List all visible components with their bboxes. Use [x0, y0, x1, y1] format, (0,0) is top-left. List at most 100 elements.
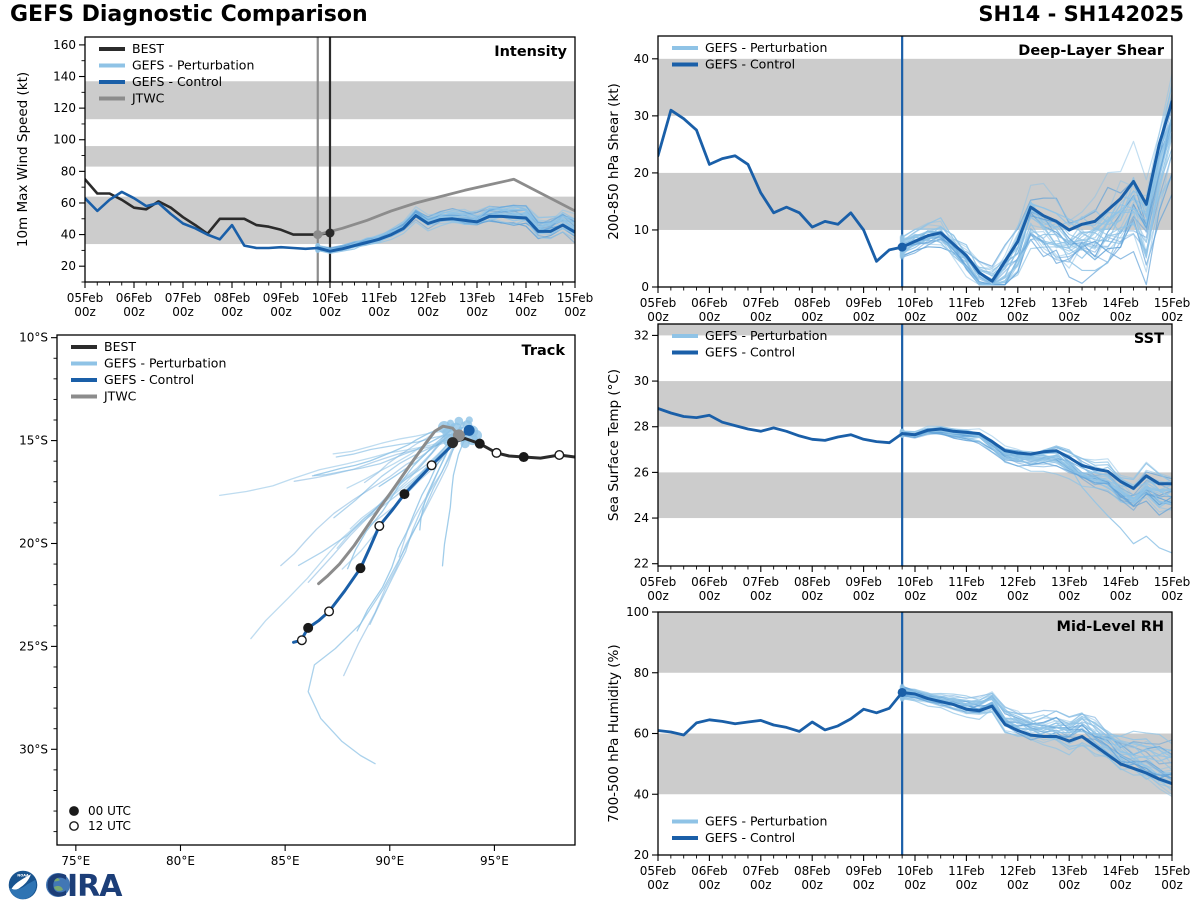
axis-label: Deep-Layer Shear: [1018, 43, 1165, 59]
axis-label: 09Feb: [263, 291, 300, 305]
axis-label: BEST: [132, 41, 164, 56]
control-00utc-marker: [355, 563, 366, 574]
ensemble-member-line: [901, 431, 1172, 516]
axis-label: 06Feb: [691, 864, 728, 878]
control-12utc-marker: [296, 635, 307, 646]
panel-shear: 01020304005Feb00z06Feb00z07Feb00z08Feb00…: [606, 35, 1190, 324]
axis-label: 11Feb: [948, 864, 985, 878]
ensemble-member-line: [317, 207, 575, 253]
track-ensemble-member: [297, 436, 459, 567]
page-title: GEFS Diagnostic Comparison: [10, 2, 368, 27]
axis-label: 00z: [1161, 589, 1183, 603]
control-12utc-marker: [324, 606, 335, 617]
axis-label: 14Feb: [1102, 575, 1139, 589]
control-00utc-marker: [303, 622, 314, 633]
axis-label: 80: [634, 666, 649, 680]
best-end-dot: [447, 437, 459, 449]
marker-dot: [313, 230, 323, 240]
axis-label: 10Feb: [897, 575, 934, 589]
axis-label: 08Feb: [794, 296, 831, 310]
axis-label: 00z: [74, 305, 96, 319]
track-ensemble-member: [219, 438, 451, 497]
axis-label: 13Feb: [1051, 575, 1088, 589]
panel-frame: [56, 334, 576, 846]
intensity-plot-area: [85, 177, 575, 254]
axis-label: 00z: [853, 310, 875, 324]
axis-label: 160: [53, 38, 76, 52]
axis-label: 14Feb: [508, 291, 545, 305]
track-ensemble-member: [333, 438, 450, 519]
axis-label: 24: [634, 511, 649, 525]
track-best-line: [451, 437, 575, 460]
axis-label: 12Feb: [1000, 864, 1037, 878]
axis-label: 13Feb: [1051, 864, 1088, 878]
axis-label: 95°E: [480, 854, 509, 868]
axis-label: 08Feb: [794, 575, 831, 589]
axis-label: 00z: [368, 305, 390, 319]
axis-label: 00z: [647, 589, 669, 603]
track-ensemble-member: [346, 433, 453, 570]
axis-label: 00z: [1110, 310, 1132, 324]
legend-item-gefs-perturbation: GEFS - Perturbation: [672, 40, 827, 55]
axis-label: 30: [634, 109, 649, 123]
axis-label: 85°E: [271, 854, 300, 868]
axis-label: GEFS - Perturbation: [104, 356, 226, 371]
ensemble-start-dot: [899, 235, 905, 241]
axis-label: 00z: [1161, 878, 1183, 892]
axis-label: 12 UTC: [88, 819, 131, 833]
legend-item-best: BEST: [71, 339, 136, 354]
ensemble-member-line: [901, 695, 1172, 776]
panel-frame: [657, 323, 1173, 567]
axis-label: 30°S: [19, 742, 48, 756]
axis-label: 20: [634, 166, 649, 180]
axis-label: 15°S: [19, 434, 48, 448]
track-ensemble-long-member: [307, 433, 462, 765]
ensemble-member-line: [317, 204, 575, 252]
axis-label: 07Feb: [165, 291, 202, 305]
ensemble-member-line: [901, 695, 1172, 782]
axis-label: 20: [634, 848, 649, 862]
axis-label: 00z: [699, 878, 721, 892]
axis-label: GEFS - Perturbation: [705, 40, 827, 55]
axis-label: 00z: [1058, 878, 1080, 892]
axis-label: 200-850 hPa Shear (kt): [606, 83, 622, 240]
axis-label: 120: [53, 101, 76, 115]
axis-label: 00z: [319, 305, 341, 319]
cira-globe-land: [51, 877, 63, 891]
axis-label: 11Feb: [948, 296, 985, 310]
axis-label: 05Feb: [640, 575, 677, 589]
track-ensemble-member: [250, 423, 456, 640]
axis-label: 00z: [1110, 589, 1132, 603]
ensemble-member-line: [901, 425, 1172, 504]
control-12utc-marker: [426, 460, 437, 471]
sst-gefs-control-forecast-line: [900, 427, 1172, 490]
legend-item-gefs-perturbation: GEFS - Perturbation: [672, 328, 827, 343]
axis-label: 00z: [956, 310, 978, 324]
axis-label: 10m Max Wind Speed (kt): [15, 72, 31, 247]
track-plot-area: [219, 416, 575, 765]
legend-item-gefs-perturbation: GEFS - Perturbation: [71, 356, 226, 371]
shaded-band: [658, 733, 1172, 795]
panel-intensity: 2040608010012014016005Feb00z06Feb00z07Fe…: [15, 36, 593, 319]
axis-label: Track: [522, 343, 566, 359]
axis-label: JTWC: [103, 389, 137, 404]
axis-label: 00z: [1007, 310, 1029, 324]
marker-dot: [897, 687, 907, 697]
ensemble-member-line: [901, 429, 1172, 500]
axis-label: 05Feb: [640, 296, 677, 310]
marker-dot: [325, 228, 335, 238]
ensemble-member-line: [901, 687, 1172, 782]
shaded-band: [658, 324, 1172, 336]
axis-label: 08Feb: [214, 291, 251, 305]
filled-circle-icon: [69, 806, 79, 816]
axis-label: 00z: [904, 878, 926, 892]
axis-label: 00z: [699, 589, 721, 603]
axis-label: SST: [1134, 331, 1164, 347]
control-12utc-marker: [374, 520, 385, 531]
track-control-line: [292, 431, 467, 644]
axis-label: 80°E: [166, 854, 195, 868]
axis-label: 15Feb: [1154, 575, 1191, 589]
axis-label: 20°S: [19, 536, 48, 550]
